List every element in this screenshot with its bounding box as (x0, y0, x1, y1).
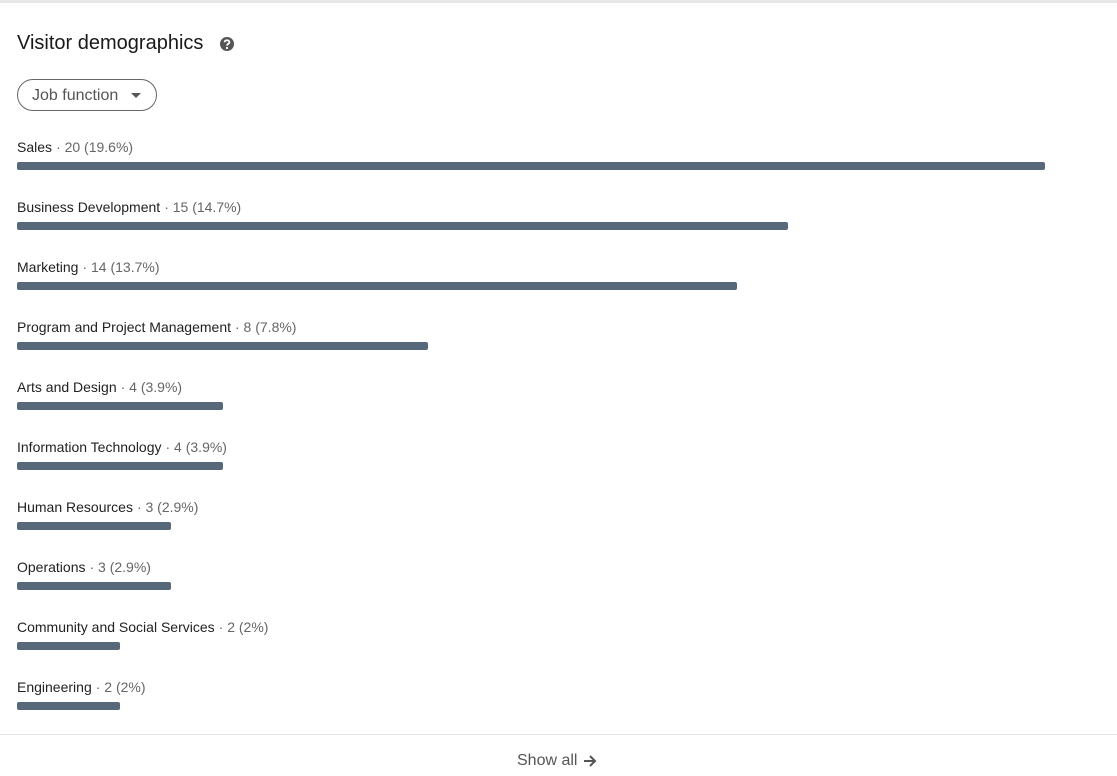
job-function-name: Marketing (17, 259, 79, 275)
row-label: Operations · 3 (2.9%) (17, 559, 151, 575)
row-label: Information Technology · 4 (3.9%) (17, 439, 227, 455)
dropdown-caret (131, 93, 141, 98)
bar (17, 462, 223, 470)
bar (17, 402, 223, 410)
job-function-name: Community and Social Services (17, 619, 215, 635)
value-label: · 2 (2%) (218, 619, 269, 635)
value-label: · 4 (3.9%) (165, 439, 227, 455)
value-label: · 4 (3.9%) (120, 379, 183, 395)
bar (17, 282, 737, 290)
row-label: Arts and Design · 4 (3.9%) (17, 379, 182, 395)
rows: Sales · 20 (19.6%) Business Development · 1… (17, 136, 1107, 736)
bar (17, 642, 120, 650)
show-all-button[interactable]: Show all (517, 752, 597, 770)
value-label: · 3 (2.9%) (136, 499, 199, 515)
job-function-name: Information Technology (17, 439, 162, 455)
bar (17, 702, 120, 710)
help-icon[interactable] (219, 36, 235, 52)
filter-label: Job function (32, 87, 119, 104)
job-function-name: Business Development (17, 199, 161, 215)
bar (17, 522, 172, 530)
value-label: · 2 (2%) (95, 679, 146, 695)
row-label: Human Resources · 3 (2.9%) (17, 499, 198, 515)
job-function-name: Operations (17, 559, 86, 575)
job-function-name: Program and Project Management (17, 319, 231, 335)
value-label: · 3 (2.9%) (89, 559, 151, 575)
row-label: Sales · 20 (19.6%) (17, 139, 133, 155)
row-label: Program and Project Management · 8 (7.8%) (17, 319, 296, 335)
row: Program and Project Management · 8 (7.8%) (17, 316, 1107, 376)
row: Engineering · 2 (2%) (17, 676, 1107, 736)
row-label: Engineering · 2 (2%) (17, 679, 146, 695)
row: Community and Social Services · 2 (2%) (17, 616, 1107, 676)
row-label: Marketing · 14 (13.7%) (17, 259, 160, 275)
bar (17, 222, 788, 230)
row: Human Resources · 3 (2.9%) (17, 496, 1107, 556)
row: Operations · 3 (2.9%) (17, 556, 1107, 616)
value-label: · 8 (7.8%) (235, 319, 297, 335)
job-function-name: Human Resources (17, 499, 133, 515)
value-label: · 20 (19.6%) (56, 139, 134, 155)
bar (17, 342, 429, 350)
row-label: Business Development · 15 (14.7%) (17, 199, 241, 215)
divider (0, 734, 1117, 735)
row-label: Community and Social Services · 2 (2%) (17, 619, 268, 635)
row: Information Technology · 4 (3.9%) (17, 436, 1107, 496)
arrow-icon (584, 755, 597, 767)
row: Business Development · 15 (14.7%) (17, 196, 1107, 256)
filter-dropdown[interactable]: Job function (17, 79, 157, 111)
value-label: · 14 (13.7%) (82, 259, 160, 275)
row: Arts and Design · 4 (3.9%) (17, 376, 1107, 436)
job-function-name: Arts and Design (17, 379, 117, 395)
row: Sales · 20 (19.6%) (17, 136, 1107, 196)
value-label: · 15 (14.7%) (164, 199, 242, 215)
show-all-label: Show all (517, 752, 578, 769)
row: Marketing · 14 (13.7%) (17, 256, 1107, 316)
card-title: Visitor demographics (17, 32, 204, 54)
job-function-name: Engineering (17, 679, 92, 695)
job-function-name: Sales (17, 139, 53, 155)
bar (17, 582, 172, 590)
bar (17, 162, 1045, 170)
